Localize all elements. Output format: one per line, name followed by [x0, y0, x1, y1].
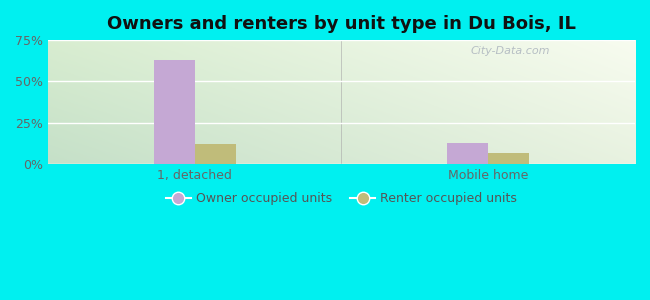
Bar: [447, 143, 488, 164]
Bar: [153, 60, 194, 164]
Legend: Owner occupied units, Renter occupied units: Owner occupied units, Renter occupied un…: [161, 187, 523, 210]
Text: City-Data.com: City-Data.com: [471, 46, 550, 56]
Title: Owners and renters by unit type in Du Bois, IL: Owners and renters by unit type in Du Bo…: [107, 15, 576, 33]
Bar: [194, 144, 236, 164]
Bar: [488, 153, 529, 164]
